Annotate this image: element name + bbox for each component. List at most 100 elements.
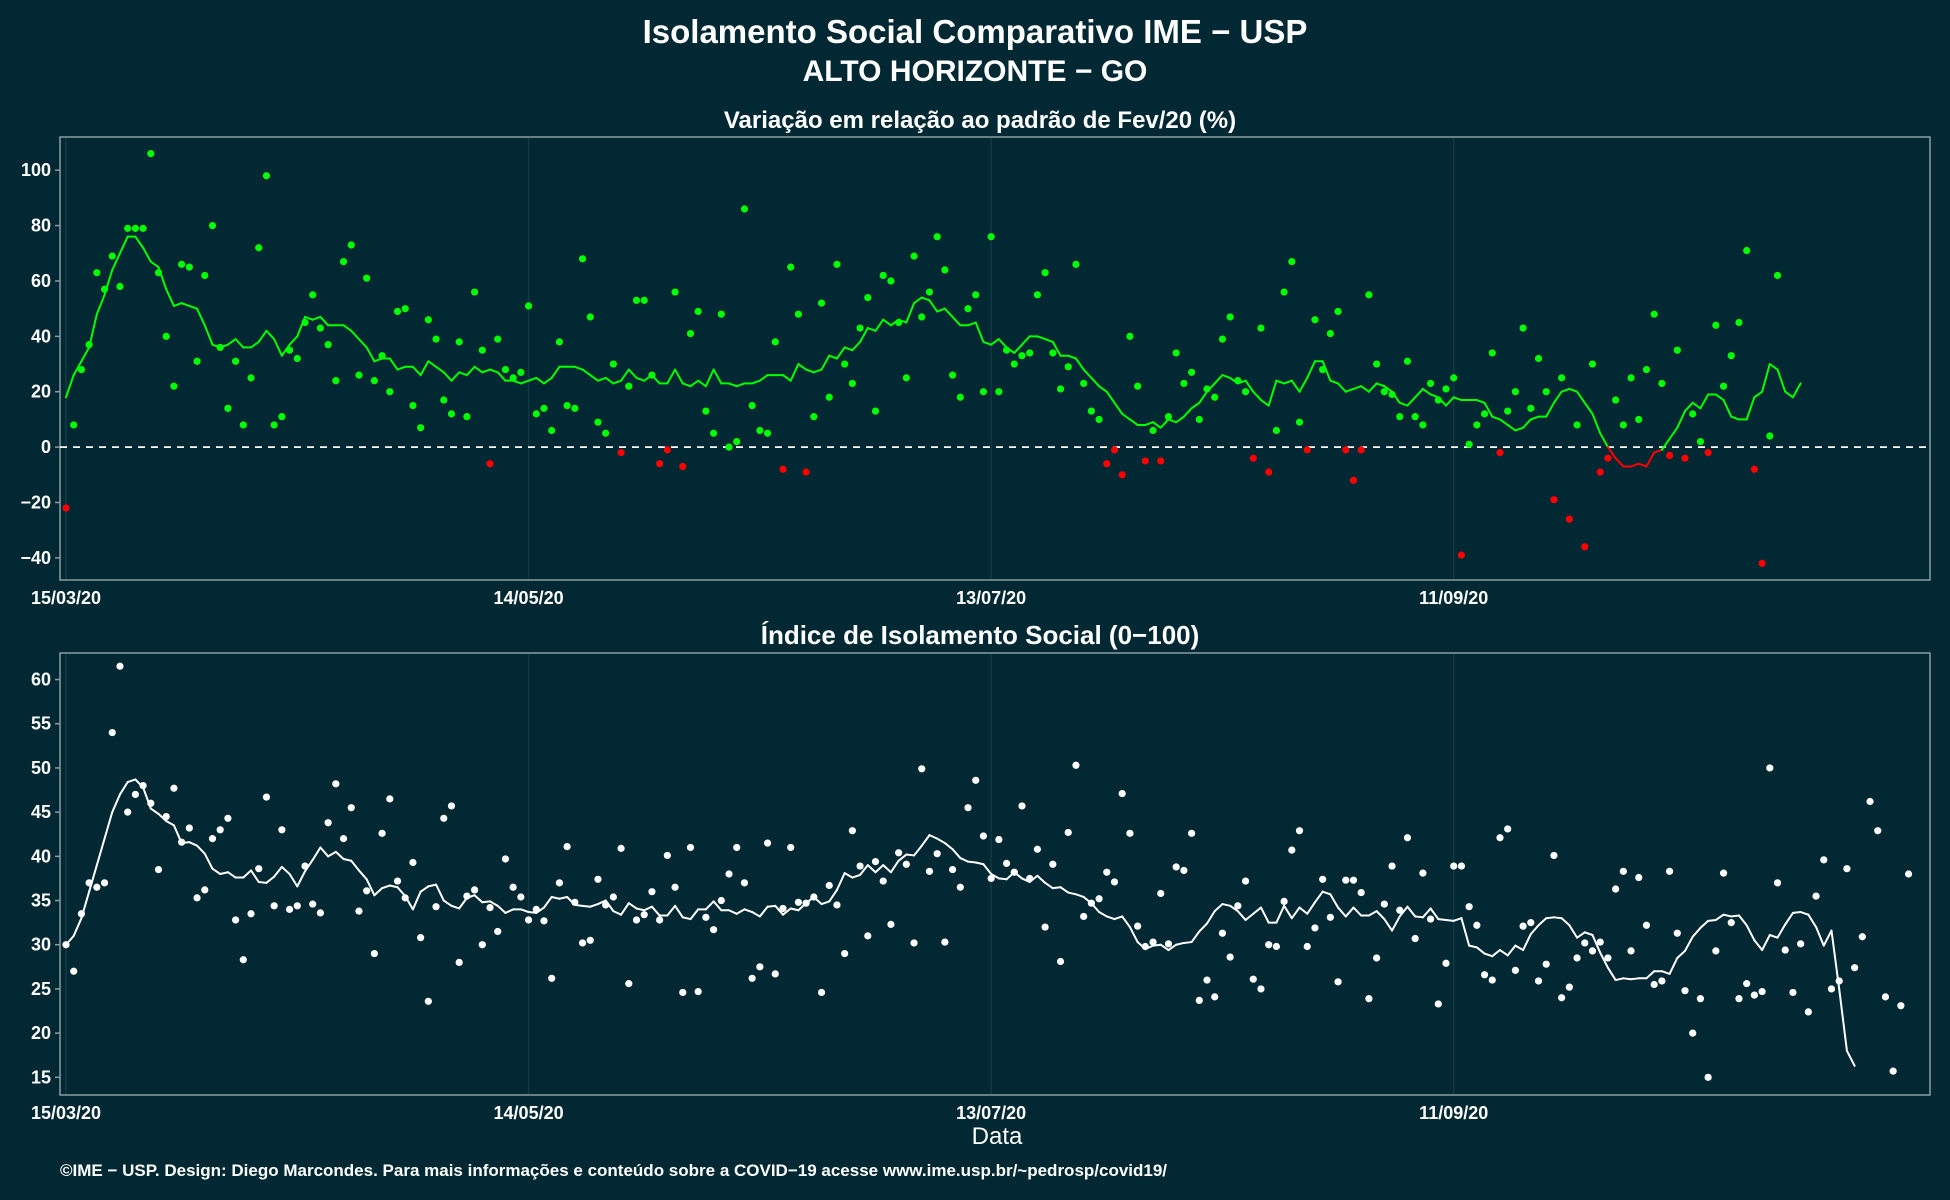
- moving-average-segment: [1128, 926, 1139, 944]
- moving-average-segment: [226, 871, 237, 879]
- data-point: [193, 357, 201, 365]
- data-point: [494, 927, 502, 936]
- moving-average-segment: [1676, 949, 1687, 959]
- moving-average-segment: [134, 235, 145, 249]
- data-point: [77, 365, 86, 374]
- data-point: [1241, 877, 1250, 885]
- data-point: [1743, 980, 1751, 988]
- data-point: [339, 257, 348, 266]
- moving-average-segment: [612, 379, 623, 385]
- moving-average-segment: [203, 324, 214, 346]
- data-point: [1696, 437, 1705, 446]
- moving-average-segment: [118, 235, 129, 255]
- data-point: [1118, 789, 1126, 798]
- data-point: [386, 388, 394, 396]
- data-point: [1388, 390, 1396, 399]
- moving-average-segment: [519, 908, 530, 914]
- moving-average-segment: [766, 904, 777, 908]
- moving-average-segment: [550, 365, 561, 379]
- moving-average-segment: [1290, 906, 1301, 920]
- moving-average-segment: [311, 846, 322, 861]
- moving-average-segment: [1283, 904, 1293, 920]
- moving-average-segment: [951, 848, 962, 860]
- data-point: [316, 324, 325, 332]
- moving-average-segment: [1483, 952, 1494, 958]
- moving-average-segment: [1090, 376, 1101, 388]
- data-point: [848, 379, 856, 388]
- data-point: [1465, 903, 1473, 911]
- data-point: [995, 388, 1003, 396]
- data-point: [802, 468, 810, 476]
- moving-average-segment: [1660, 970, 1671, 975]
- data-point: [1565, 515, 1573, 523]
- moving-average-segment: [843, 872, 854, 879]
- moving-average-segment: [519, 379, 530, 385]
- moving-average-segment: [1182, 407, 1193, 418]
- moving-average-segment: [1684, 935, 1694, 952]
- data-point: [224, 404, 232, 412]
- data-point: [1095, 895, 1103, 903]
- data-point: [178, 838, 186, 846]
- data-point: [509, 883, 517, 891]
- moving-average-segment: [1845, 1049, 1856, 1067]
- moving-average-segment: [188, 304, 199, 310]
- moving-average-segment: [1198, 390, 1209, 404]
- moving-average-segment: [72, 917, 83, 937]
- moving-average-segment: [874, 864, 885, 874]
- data-point: [1511, 966, 1519, 974]
- data-point: [1249, 975, 1257, 983]
- moving-average-segment: [542, 895, 553, 909]
- moving-average-segment: [835, 346, 846, 360]
- data-point: [763, 839, 772, 847]
- moving-average-segment: [943, 842, 954, 851]
- data-point: [1426, 379, 1435, 388]
- moving-average-segment: [982, 340, 993, 346]
- moving-average-segment: [1421, 387, 1432, 396]
- moving-average-segment: [149, 807, 160, 815]
- moving-average-segment: [1398, 905, 1409, 918]
- moving-average-segment: [1583, 401, 1594, 415]
- moving-average-segment: [951, 315, 962, 327]
- moving-average-segment: [458, 371, 468, 377]
- moving-average-segment: [1668, 426, 1679, 440]
- moving-average-segment: [527, 376, 538, 382]
- data-point: [378, 352, 386, 360]
- data-point: [779, 904, 787, 913]
- data-point: [1411, 413, 1419, 421]
- data-point: [1334, 307, 1342, 316]
- data-point: [1596, 468, 1604, 476]
- moving-average-segment: [550, 895, 561, 900]
- moving-average-segment: [789, 907, 800, 912]
- moving-average-segment: [1036, 874, 1047, 884]
- moving-average-segment: [442, 371, 453, 382]
- data-point: [85, 341, 93, 349]
- data-point: [1496, 834, 1504, 842]
- moving-average-segment: [1699, 919, 1710, 929]
- moving-average-segment: [1514, 426, 1525, 432]
- data-point: [232, 916, 240, 924]
- data-point: [1434, 396, 1442, 404]
- data-point: [632, 296, 641, 304]
- y-tick-label: −20: [20, 492, 51, 512]
- data-point: [1072, 761, 1080, 769]
- moving-average-segment: [435, 883, 445, 902]
- y-tick-label: 40: [31, 846, 51, 866]
- moving-average-segment: [674, 368, 684, 385]
- data-point: [1604, 454, 1612, 462]
- data-point: [1295, 418, 1304, 426]
- moving-average-segment: [1321, 890, 1332, 896]
- data-point: [856, 324, 864, 332]
- moving-average-segment: [789, 363, 800, 382]
- data-point: [278, 413, 286, 421]
- moving-average-segment: [959, 857, 970, 863]
- moving-average-segment: [681, 916, 692, 921]
- data-point: [710, 926, 718, 934]
- data-point: [1735, 318, 1743, 327]
- data-point: [1403, 357, 1412, 365]
- panel1-title: Variação em relação ao padrão de Fev/20 …: [724, 107, 1236, 134]
- data-point: [170, 784, 178, 792]
- moving-average-segment: [1375, 910, 1386, 921]
- moving-average-segment: [874, 318, 885, 332]
- data-point: [1743, 246, 1751, 255]
- moving-average-segment: [1329, 893, 1340, 909]
